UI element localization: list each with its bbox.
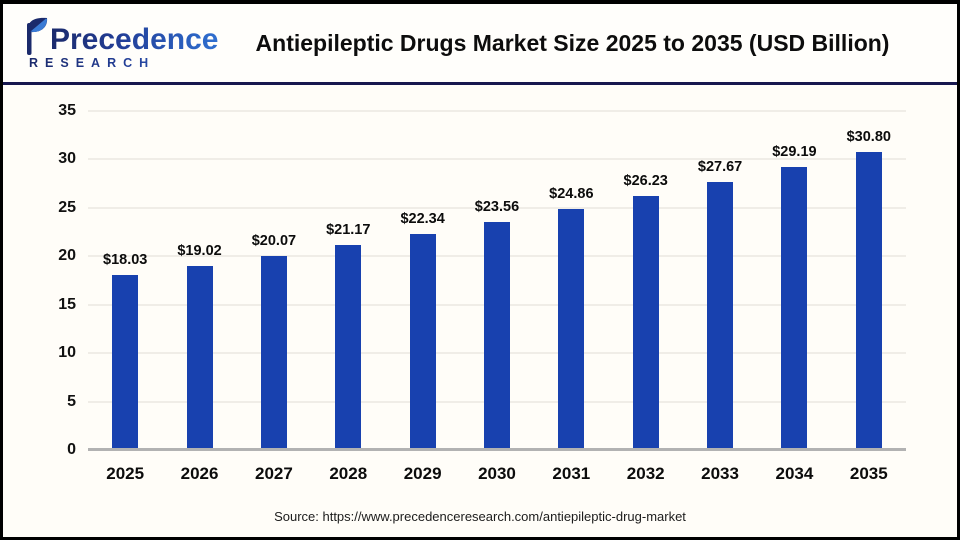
x-tick-label-2031: 2031 xyxy=(552,464,591,483)
y-tick-label-30: 30 xyxy=(58,150,76,168)
x-tick-label-2033: 2033 xyxy=(701,464,739,483)
y-tick-label-0: 0 xyxy=(67,441,76,458)
bar-column-2033: $27.67 xyxy=(683,111,757,450)
bar-column-2028: $21.17 xyxy=(311,111,385,450)
y-tick-label-5: 5 xyxy=(67,392,76,410)
x-tick-label-2032: 2032 xyxy=(626,464,665,483)
bar-column-2034: $29.19 xyxy=(757,111,831,450)
leaf-p-icon xyxy=(27,17,48,55)
precedence-logo: Precedence RESEARCH xyxy=(25,17,220,70)
chart-title: Antiepileptic Drugs Market Size 2025 to … xyxy=(255,29,890,56)
bar-column-2031: $24.86 xyxy=(534,111,608,450)
bar-value-label: $21.17 xyxy=(326,221,371,238)
logo-wordmark: Precedence xyxy=(50,22,219,56)
y-tick-label-25: 25 xyxy=(58,198,76,216)
source-text: Source: https://www.precedenceresearch.c… xyxy=(274,509,686,524)
bar-column-2029: $22.34 xyxy=(385,111,459,450)
x-axis-line xyxy=(88,448,906,451)
bar-value-label: $18.03 xyxy=(103,252,148,269)
plot-area: 0 5 10 15 20 25 30 35 $18.03 $19.02 $20.07 $21.17 $… xyxy=(58,102,906,458)
bar xyxy=(409,233,436,450)
bars-container: $18.03 $19.02 $20.07 $21.17 $22.34 $23.56 $24.… xyxy=(88,111,906,450)
gridline-25 xyxy=(88,206,906,209)
bar-value-label: $19.02 xyxy=(177,242,222,259)
bar-value-label: $30.80 xyxy=(846,128,891,145)
bar-column-2025: $18.03 xyxy=(88,111,162,450)
x-tick-label-2026: 2026 xyxy=(180,464,219,483)
bar xyxy=(632,195,659,450)
y-tick-label-10: 10 xyxy=(58,344,76,362)
gridline-35 xyxy=(88,110,906,112)
bar-column-2032: $26.23 xyxy=(609,111,683,450)
bar-column-2027: $20.07 xyxy=(237,111,311,450)
bar xyxy=(707,182,734,450)
bar-value-label: $22.34 xyxy=(400,210,445,227)
y-tick-label-20: 20 xyxy=(58,247,76,265)
bar-value-label: $27.67 xyxy=(697,159,743,175)
bar xyxy=(781,167,808,450)
bar-value-label: $26.23 xyxy=(623,172,668,189)
bar-column-2030: $23.56 xyxy=(460,111,534,450)
bar-value-label: $20.07 xyxy=(251,232,297,249)
x-tick-label-2028: 2028 xyxy=(329,464,368,483)
y-tick-label-35: 35 xyxy=(58,102,76,119)
bar xyxy=(260,255,287,450)
bar xyxy=(558,209,585,450)
x-tick-label-2035: 2035 xyxy=(849,464,888,483)
x-tick-label-2029: 2029 xyxy=(403,464,442,483)
bar-column-2026: $19.02 xyxy=(162,111,236,450)
y-tick-label-15: 15 xyxy=(58,295,76,313)
bar xyxy=(335,244,362,450)
x-tick-label-2025: 2025 xyxy=(106,464,145,483)
bar-value-label: $29.19 xyxy=(772,144,817,161)
gridline-30 xyxy=(88,158,906,161)
x-tick-label-2034: 2034 xyxy=(775,464,814,483)
bar-column-2035: $30.80 xyxy=(832,111,906,450)
bar xyxy=(112,275,139,450)
chart-area: 0 5 10 15 20 25 30 35 $18.03 $19.02 $20.07 $21.17 $… xyxy=(3,85,957,537)
bar xyxy=(483,221,510,450)
logo-subtitle: RESEARCH xyxy=(29,57,220,70)
x-axis-labels: 2025 2026 2027 2028 2029 2030 2031 2032 2033 2034… xyxy=(88,464,906,484)
header: Precedence RESEARCH Antiepileptic Drugs … xyxy=(3,4,957,85)
bar-value-label: $24.86 xyxy=(549,186,594,203)
x-tick-label-2027: 2027 xyxy=(254,464,293,483)
bar xyxy=(186,265,213,450)
x-tick-label-2030: 2030 xyxy=(478,464,516,483)
bar xyxy=(855,151,882,450)
bar-value-label: $23.56 xyxy=(474,198,520,215)
